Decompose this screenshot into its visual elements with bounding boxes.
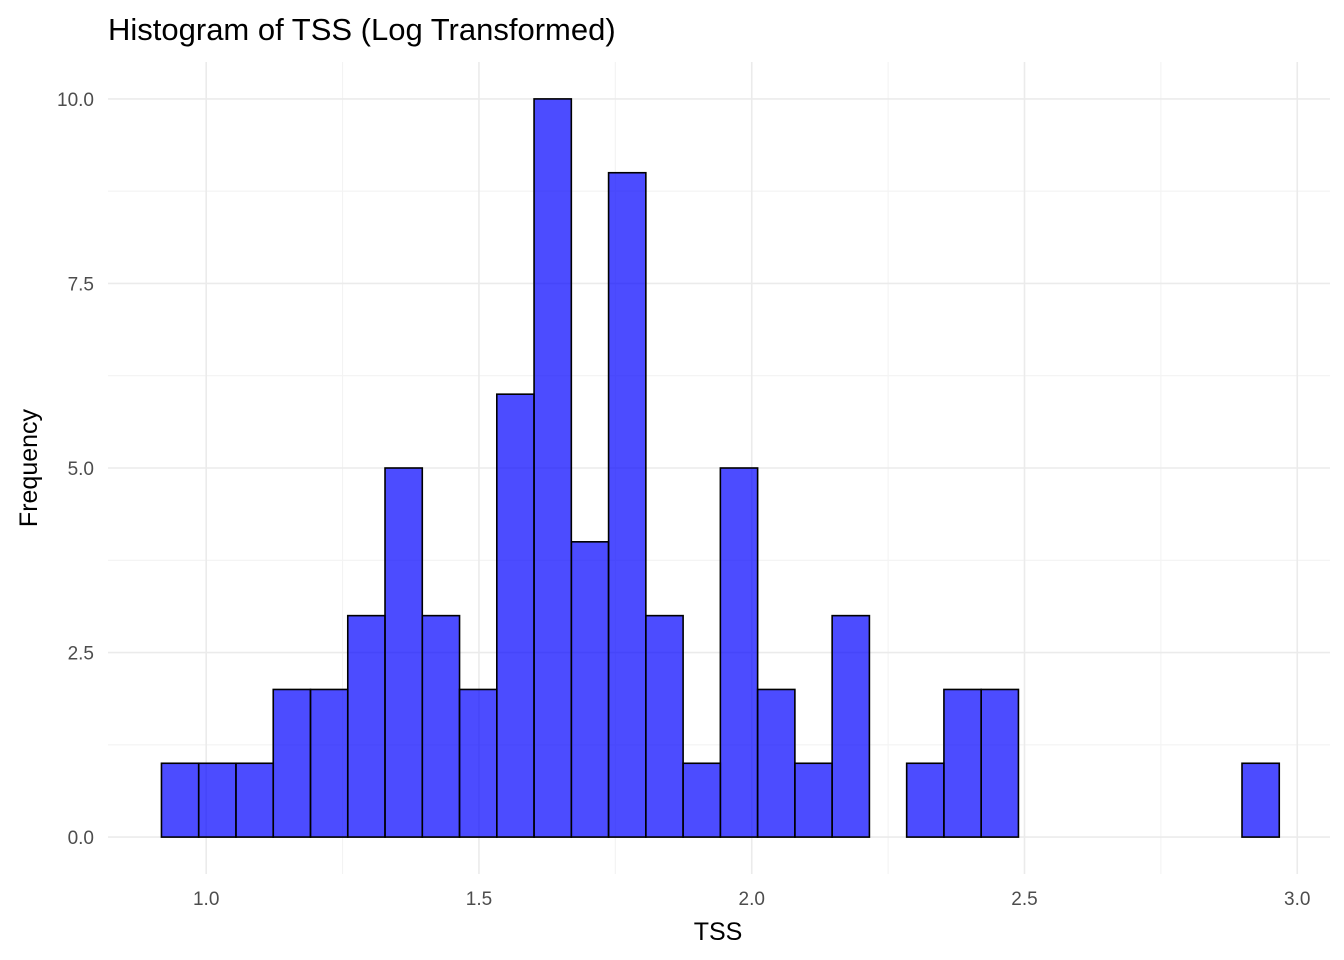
histogram-bar: [719, 467, 759, 838]
histogram-bar: [235, 762, 275, 838]
histogram-bar: [980, 688, 1020, 838]
histogram-bar: [756, 688, 796, 838]
histogram-bar: [682, 762, 722, 838]
histogram-bar: [570, 541, 610, 838]
x-tick-label: 1.5: [466, 889, 492, 910]
histogram-bar: [346, 614, 386, 838]
histogram-bar: [905, 762, 945, 838]
y-tick-label: 2.5: [68, 644, 94, 665]
x-tick-label: 1.0: [193, 889, 219, 910]
y-tick-label: 10.0: [57, 90, 94, 111]
histogram-bars: [160, 98, 1281, 838]
x-tick-label: 2.5: [1011, 889, 1037, 910]
y-tick-label: 0.0: [68, 828, 94, 849]
histogram-bar: [384, 467, 424, 838]
x-axis-tick-labels: 1.0 1.5 2.0 2.5 3.0: [193, 889, 1310, 910]
x-tick-label: 3.0: [1284, 889, 1310, 910]
histogram-bar: [645, 614, 684, 838]
histogram-bar: [794, 762, 833, 838]
histogram-bar: [943, 688, 982, 838]
histogram-bar: [421, 614, 461, 838]
histogram-bar: [831, 614, 871, 838]
y-axis-title: Frequency: [15, 408, 43, 527]
histogram-bar: [1241, 762, 1281, 838]
histogram-bar: [197, 762, 237, 838]
histogram-bar: [272, 688, 312, 838]
histogram-bar: [496, 393, 535, 838]
x-tick-label: 2.0: [739, 889, 765, 910]
histogram-bar: [160, 762, 200, 838]
histogram-bar: [309, 688, 349, 838]
x-axis-title: TSS: [694, 918, 743, 946]
y-tick-label: 7.5: [68, 274, 94, 295]
histogram-bar: [458, 688, 498, 838]
chart-title: Histogram of TSS (Log Transformed): [108, 12, 616, 47]
histogram-bar: [607, 171, 647, 838]
y-tick-label: 5.0: [68, 459, 94, 480]
y-axis-tick-labels: 0.0 2.5 5.0 7.5 10.0: [57, 90, 94, 849]
histogram-bar: [533, 98, 573, 838]
